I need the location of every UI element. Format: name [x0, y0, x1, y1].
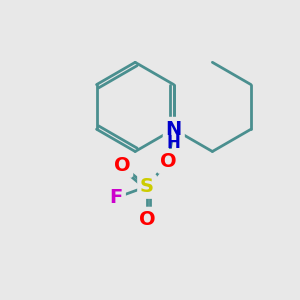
Text: O: O: [160, 152, 176, 171]
Text: O: O: [139, 210, 155, 229]
Text: F: F: [110, 188, 123, 207]
Text: N: N: [166, 120, 182, 139]
Text: S: S: [140, 177, 154, 196]
Text: H: H: [167, 134, 181, 152]
Text: O: O: [114, 156, 130, 175]
